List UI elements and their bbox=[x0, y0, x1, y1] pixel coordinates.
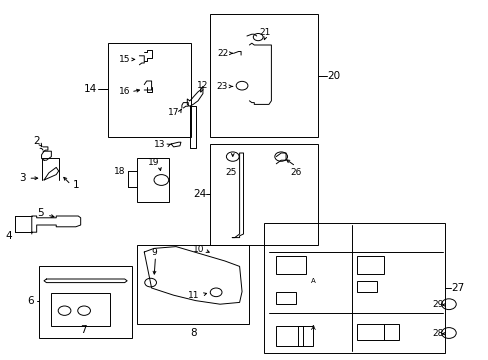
Bar bbox=[264, 223, 444, 353]
Text: 17: 17 bbox=[167, 108, 179, 117]
Bar bbox=[137, 245, 249, 324]
Text: 1: 1 bbox=[72, 180, 79, 190]
Text: 10: 10 bbox=[193, 245, 204, 254]
Text: 21: 21 bbox=[259, 28, 271, 37]
Text: 6: 6 bbox=[27, 296, 34, 306]
Bar bbox=[276, 256, 305, 274]
Bar bbox=[210, 14, 317, 137]
Text: 13: 13 bbox=[154, 140, 165, 149]
Text: 8: 8 bbox=[189, 328, 196, 338]
Text: 12: 12 bbox=[197, 81, 208, 90]
Text: 9: 9 bbox=[151, 248, 157, 257]
Bar bbox=[383, 324, 398, 340]
Text: 28: 28 bbox=[431, 329, 443, 338]
Text: 4: 4 bbox=[5, 231, 12, 241]
Text: 22: 22 bbox=[216, 49, 228, 58]
Text: 5: 5 bbox=[37, 208, 43, 218]
Bar bbox=[137, 158, 168, 202]
Text: 14: 14 bbox=[83, 84, 97, 94]
Text: 19: 19 bbox=[147, 158, 159, 167]
Text: 15: 15 bbox=[118, 55, 130, 64]
Text: 2: 2 bbox=[33, 136, 40, 146]
Bar bbox=[356, 256, 383, 274]
Text: 27: 27 bbox=[450, 283, 464, 293]
Bar bbox=[276, 326, 303, 346]
Bar bbox=[107, 43, 190, 137]
Text: 7: 7 bbox=[80, 325, 86, 336]
Bar bbox=[51, 293, 110, 326]
Bar bbox=[298, 326, 312, 346]
Text: 24: 24 bbox=[192, 189, 206, 199]
Text: 29: 29 bbox=[431, 300, 443, 309]
Text: A: A bbox=[310, 278, 315, 284]
Bar bbox=[276, 292, 295, 304]
Text: 11: 11 bbox=[188, 291, 200, 300]
Text: 3: 3 bbox=[19, 173, 25, 183]
Bar bbox=[210, 144, 317, 245]
Text: 18: 18 bbox=[114, 166, 125, 175]
Text: 26: 26 bbox=[289, 168, 301, 177]
Text: 23: 23 bbox=[216, 82, 228, 91]
Text: 25: 25 bbox=[224, 168, 236, 177]
Bar bbox=[356, 324, 383, 340]
Bar bbox=[356, 281, 376, 292]
Text: 20: 20 bbox=[326, 71, 339, 81]
Text: A: A bbox=[310, 325, 315, 330]
Bar bbox=[39, 266, 132, 338]
Text: 16: 16 bbox=[118, 87, 130, 96]
